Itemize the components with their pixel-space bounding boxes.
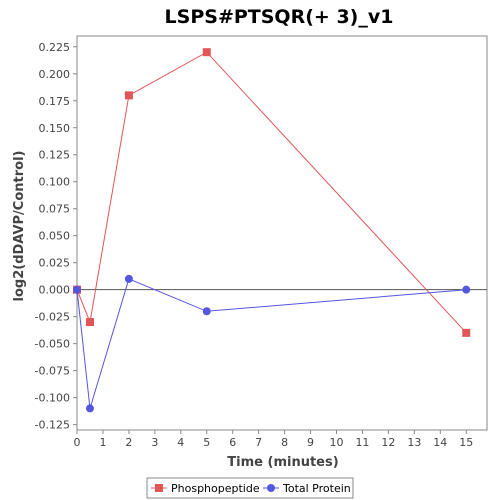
y-tick-label: 0.000 (39, 284, 71, 297)
y-tick-label: 0.175 (39, 95, 71, 108)
x-tick-label: 4 (177, 436, 184, 449)
legend-marker-square (155, 484, 163, 492)
y-tick-label: -0.025 (35, 311, 70, 324)
y-tick-label: 0.050 (39, 230, 71, 243)
x-tick-label: 10 (329, 436, 343, 449)
data-point-square (462, 328, 471, 337)
plot-area: 0.225 0.200 0.175 0.150 0.125 0.100 0.075 0.050… (35, 35, 488, 449)
x-tick-label: 7 (255, 436, 262, 449)
y-tick-label: -0.125 (35, 419, 70, 432)
legend-label: Total Protein (282, 482, 351, 495)
x-tick-label: 2 (125, 436, 132, 449)
y-tick-label: 0.125 (39, 149, 71, 162)
legend: Phosphopeptide Total Protein (146, 477, 354, 499)
y-tick-label: 0.150 (39, 122, 71, 135)
data-point-circle (73, 285, 81, 294)
x-tick-label: 0 (74, 436, 81, 449)
legend-marker-circle (267, 484, 275, 492)
y-tick-label: 0.200 (39, 68, 71, 81)
x-tick-label: 13 (407, 436, 421, 449)
data-point-square (124, 91, 133, 100)
x-axis-label: Time (minutes) (227, 455, 338, 470)
legend-box (146, 477, 354, 499)
x-tick-label: 15 (459, 436, 473, 449)
x-tick-label: 12 (381, 436, 395, 449)
chart-title: LSPS#PTSQR(+ 3)_v1 (165, 6, 394, 28)
y-tick-label: 0.075 (39, 203, 71, 216)
x-tick-label: 14 (433, 436, 447, 449)
y-tick-label: 0.100 (39, 176, 71, 189)
data-point-square (85, 318, 94, 327)
y-tick-label: -0.100 (35, 392, 70, 405)
data-point-square (202, 48, 211, 57)
x-tick-label: 9 (307, 436, 314, 449)
x-tick-label: 8 (281, 436, 288, 449)
plot-frame (76, 35, 488, 431)
data-point-circle (85, 404, 94, 413)
y-tick-label: -0.050 (35, 338, 70, 351)
x-tick-label: 6 (229, 436, 236, 449)
y-axis-label: log2(dDAVP/Control) (12, 151, 27, 302)
y-tick-label: 0.025 (39, 257, 71, 270)
x-tick-label: 5 (203, 436, 210, 449)
data-point-circle (124, 274, 133, 283)
x-tick-label: 3 (151, 436, 158, 449)
data-point-circle (462, 285, 471, 294)
legend-label: Phosphopeptide (171, 482, 260, 495)
x-tick-label: 11 (355, 436, 369, 449)
data-point-circle (202, 307, 211, 316)
y-tick-label: 0.225 (39, 41, 71, 54)
x-tick-label: 1 (99, 436, 106, 449)
y-tick-label: -0.075 (35, 365, 70, 378)
